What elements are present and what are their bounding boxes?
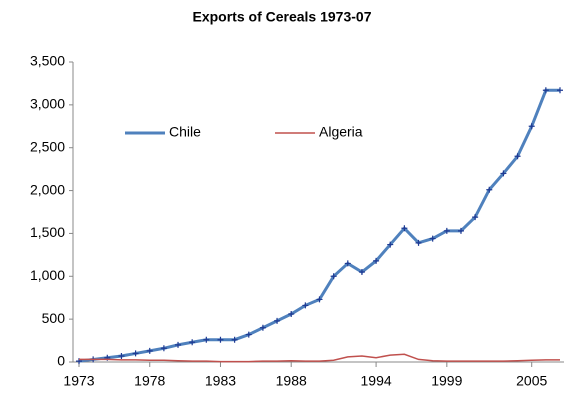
y-tick-label: 500 xyxy=(42,310,66,326)
point-marker xyxy=(457,227,464,234)
point-marker xyxy=(274,317,281,324)
y-tick-label: 2,000 xyxy=(30,181,65,197)
x-tick-label: 1978 xyxy=(134,373,165,389)
x-tick-label: 1994 xyxy=(361,373,392,389)
point-marker xyxy=(344,260,351,267)
point-marker xyxy=(288,311,295,317)
x-tick-label: 1988 xyxy=(276,373,307,389)
point-marker xyxy=(231,336,238,343)
point-marker xyxy=(217,336,224,343)
point-marker xyxy=(259,324,266,331)
point-marker xyxy=(203,336,210,343)
y-tick-label: 0 xyxy=(57,353,65,369)
point-marker xyxy=(542,87,549,94)
x-tick-label: 2005 xyxy=(516,373,547,389)
x-tick-label: 1973 xyxy=(63,373,94,389)
point-marker xyxy=(160,345,167,352)
y-tick-label: 2,500 xyxy=(30,138,65,154)
series-line xyxy=(79,353,560,363)
point-marker xyxy=(415,239,422,246)
y-tick-label: 1,000 xyxy=(30,267,65,283)
point-marker xyxy=(429,235,436,242)
x-tick-label: 1983 xyxy=(205,373,236,389)
point-marker xyxy=(132,350,139,357)
point-marker xyxy=(316,296,323,303)
point-marker xyxy=(245,331,252,338)
y-tick-label: 1,500 xyxy=(30,224,65,240)
legend-label: Algeria xyxy=(319,124,363,140)
point-marker xyxy=(500,170,507,177)
point-marker xyxy=(189,339,196,346)
y-tick-label: 3,500 xyxy=(30,53,65,69)
point-marker xyxy=(175,341,182,348)
point-marker xyxy=(443,227,450,234)
point-marker xyxy=(557,87,563,94)
point-marker xyxy=(373,257,380,264)
point-marker xyxy=(514,153,521,160)
point-marker xyxy=(486,186,493,193)
point-marker xyxy=(146,347,153,354)
point-marker xyxy=(302,302,309,309)
point-marker xyxy=(387,241,394,248)
point-marker xyxy=(330,273,337,280)
y-tick-label: 3,000 xyxy=(30,96,65,112)
point-marker xyxy=(358,269,365,275)
point-marker xyxy=(528,123,535,130)
chart-title: Exports of Cereals 1973-07 xyxy=(193,9,372,25)
point-marker xyxy=(401,225,408,232)
point-marker xyxy=(472,214,479,221)
x-tick-label: 1999 xyxy=(431,373,462,389)
legend-label: Chile xyxy=(169,124,201,140)
point-marker xyxy=(118,353,125,359)
